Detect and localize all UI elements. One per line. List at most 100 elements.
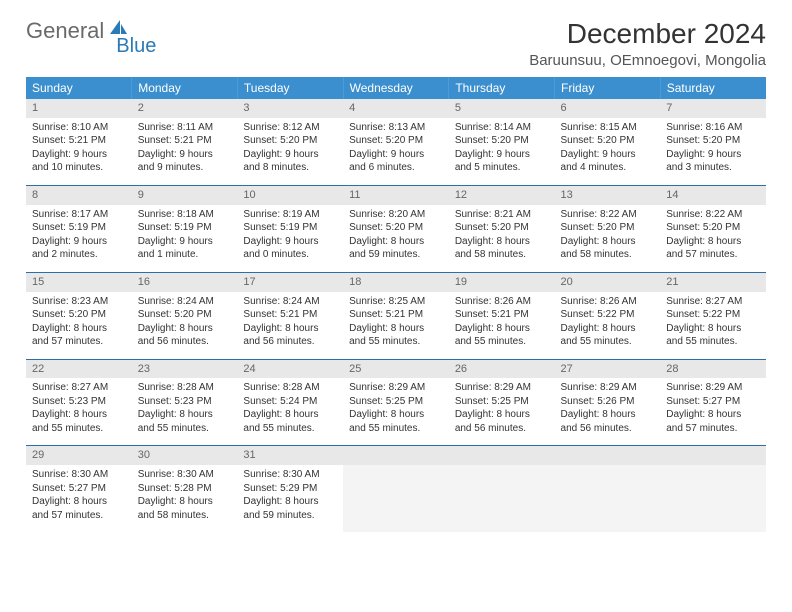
calendar-day-cell: 13 Sunrise: 8:22 AMSunset: 5:20 PMDayligh… <box>555 185 661 272</box>
daylight-text-2: and 56 minutes. <box>455 422 549 436</box>
day-number: 7 <box>660 99 766 118</box>
daylight-text-1: Daylight: 8 hours <box>349 408 443 422</box>
sunrise-text: Sunrise: 8:30 AM <box>138 468 232 482</box>
sunrise-text: Sunrise: 8:30 AM <box>243 468 337 482</box>
sunrise-text: Sunrise: 8:15 AM <box>561 121 655 135</box>
daylight-text-2: and 55 minutes. <box>32 422 126 436</box>
calendar-day-cell: 5Sunrise: 8:14 AMSunset: 5:20 PMDaylight… <box>449 99 555 185</box>
daylight-text-1: Daylight: 8 hours <box>455 235 549 249</box>
sunset-text: Sunset: 5:20 PM <box>455 221 549 235</box>
daylight-text-1: Daylight: 9 hours <box>243 148 337 162</box>
daylight-text-2: and 1 minute. <box>138 248 232 262</box>
sunrise-text: Sunrise: 8:29 AM <box>349 381 443 395</box>
calendar-day-cell: 31Sunrise: 8:30 AMSunset: 5:29 PMDayligh… <box>237 446 343 532</box>
daylight-text-1: Daylight: 8 hours <box>455 408 549 422</box>
sunrise-text: Sunrise: 8:12 AM <box>243 121 337 135</box>
day-number: 30 <box>132 446 238 465</box>
sunrise-text: Sunrise: 8:30 AM <box>32 468 126 482</box>
sunset-text: Sunset: 5:22 PM <box>561 308 655 322</box>
daylight-text-1: Daylight: 9 hours <box>138 148 232 162</box>
daylight-text-1: Daylight: 8 hours <box>561 408 655 422</box>
sunrise-text: Sunrise: 8:18 AM <box>138 208 232 222</box>
weekday-sunday: Sunday <box>26 77 132 99</box>
sunset-text: Sunset: 5:23 PM <box>138 395 232 409</box>
sunrise-text: Sunrise: 8:10 AM <box>32 121 126 135</box>
daylight-text-2: and 56 minutes. <box>138 335 232 349</box>
daylight-text-2: and 56 minutes. <box>243 335 337 349</box>
daylight-text-1: Daylight: 8 hours <box>138 495 232 509</box>
calendar-day-cell: 16Sunrise: 8:24 AMSunset: 5:20 PMDayligh… <box>132 272 238 359</box>
daylight-text-2: and 59 minutes. <box>243 509 337 523</box>
sunset-text: Sunset: 5:21 PM <box>243 308 337 322</box>
sunset-text: Sunset: 5:20 PM <box>561 134 655 148</box>
sunrise-text: Sunrise: 8:29 AM <box>666 381 760 395</box>
daylight-text-1: Daylight: 8 hours <box>561 235 655 249</box>
calendar-table: Sunday Monday Tuesday Wednesday Thursday… <box>26 77 766 532</box>
sunrise-text: Sunrise: 8:24 AM <box>243 295 337 309</box>
day-number: 23 <box>132 360 238 379</box>
sunset-text: Sunset: 5:22 PM <box>666 308 760 322</box>
calendar-day-cell: 2Sunrise: 8:11 AMSunset: 5:21 PMDaylight… <box>132 99 238 185</box>
weekday-monday: Monday <box>132 77 238 99</box>
day-number: 8 <box>26 186 132 205</box>
sunset-text: Sunset: 5:25 PM <box>349 395 443 409</box>
daylight-text-2: and 55 minutes. <box>455 335 549 349</box>
day-number: 11 <box>343 186 449 205</box>
daylight-text-1: Daylight: 8 hours <box>561 322 655 336</box>
day-number: 5 <box>449 99 555 118</box>
day-number: 15 <box>26 273 132 292</box>
calendar-day-cell: 20Sunrise: 8:26 AMSunset: 5:22 PMDayligh… <box>555 272 661 359</box>
day-number: 28 <box>660 360 766 379</box>
day-number: 9 <box>132 186 238 205</box>
sunrise-text: Sunrise: 8:19 AM <box>243 208 337 222</box>
daylight-text-1: Daylight: 9 hours <box>138 235 232 249</box>
daylight-text-2: and 3 minutes. <box>666 161 760 175</box>
daylight-text-1: Daylight: 8 hours <box>666 235 760 249</box>
calendar-day-cell: 15Sunrise: 8:23 AMSunset: 5:20 PMDayligh… <box>26 272 132 359</box>
calendar-day-cell: 29Sunrise: 8:30 AMSunset: 5:27 PMDayligh… <box>26 446 132 532</box>
calendar-empty-cell <box>343 446 449 532</box>
calendar-day-cell: 25 Sunrise: 8:29 AMSunset: 5:25 PMDayligh… <box>343 359 449 446</box>
sunrise-text: Sunrise: 8:23 AM <box>32 295 126 309</box>
sunset-text: Sunset: 5:20 PM <box>138 308 232 322</box>
calendar-day-cell: 21Sunrise: 8:27 AMSunset: 5:22 PMDayligh… <box>660 272 766 359</box>
sunset-text: Sunset: 5:20 PM <box>455 134 549 148</box>
daylight-text-2: and 58 minutes. <box>138 509 232 523</box>
day-number: 26 <box>449 360 555 379</box>
sunrise-text: Sunrise: 8:22 AM <box>561 208 655 222</box>
day-number: 6 <box>555 99 661 118</box>
daylight-text-2: and 57 minutes. <box>666 422 760 436</box>
sunset-text: Sunset: 5:20 PM <box>561 221 655 235</box>
sunset-text: Sunset: 5:21 PM <box>32 134 126 148</box>
calendar-day-cell: 28Sunrise: 8:29 AMSunset: 5:27 PMDayligh… <box>660 359 766 446</box>
sunrise-text: Sunrise: 8:29 AM <box>455 381 549 395</box>
calendar-day-cell: 30 Sunrise: 8:30 AMSunset: 5:28 PMDayligh… <box>132 446 238 532</box>
weekday-wednesday: Wednesday <box>343 77 449 99</box>
logo-text-blue: Blue <box>116 35 156 58</box>
day-number: 21 <box>660 273 766 292</box>
calendar-day-cell: 22Sunrise: 8:27 AMSunset: 5:23 PMDayligh… <box>26 359 132 446</box>
calendar-day-cell: 23Sunrise: 8:28 AMSunset: 5:23 PMDayligh… <box>132 359 238 446</box>
daylight-text-1: Daylight: 9 hours <box>32 148 126 162</box>
calendar-day-cell: 18Sunrise: 8:25 AMSunset: 5:21 PMDayligh… <box>343 272 449 359</box>
day-number: 13 <box>555 186 661 205</box>
day-number: 3 <box>237 99 343 118</box>
daylight-text-1: Daylight: 9 hours <box>561 148 655 162</box>
calendar-day-cell: 14Sunrise: 8:22 AMSunset: 5:20 PMDayligh… <box>660 185 766 272</box>
daylight-text-2: and 56 minutes. <box>561 422 655 436</box>
sunset-text: Sunset: 5:20 PM <box>349 221 443 235</box>
day-number: 25 <box>343 360 449 379</box>
sunset-text: Sunset: 5:20 PM <box>243 134 337 148</box>
sunset-text: Sunset: 5:20 PM <box>32 308 126 322</box>
sunrise-text: Sunrise: 8:27 AM <box>32 381 126 395</box>
weekday-header-row: Sunday Monday Tuesday Wednesday Thursday… <box>26 77 766 99</box>
sunset-text: Sunset: 5:28 PM <box>138 482 232 496</box>
sunset-text: Sunset: 5:19 PM <box>243 221 337 235</box>
calendar-day-cell: 7Sunrise: 8:16 AMSunset: 5:20 PMDaylight… <box>660 99 766 185</box>
weekday-friday: Friday <box>555 77 661 99</box>
calendar-empty-cell <box>449 446 555 532</box>
calendar-day-cell: 9Sunrise: 8:18 AMSunset: 5:19 PMDaylight… <box>132 185 238 272</box>
calendar-empty-cell <box>555 446 661 532</box>
calendar-day-cell: 12Sunrise: 8:21 AMSunset: 5:20 PMDayligh… <box>449 185 555 272</box>
day-number: 12 <box>449 186 555 205</box>
